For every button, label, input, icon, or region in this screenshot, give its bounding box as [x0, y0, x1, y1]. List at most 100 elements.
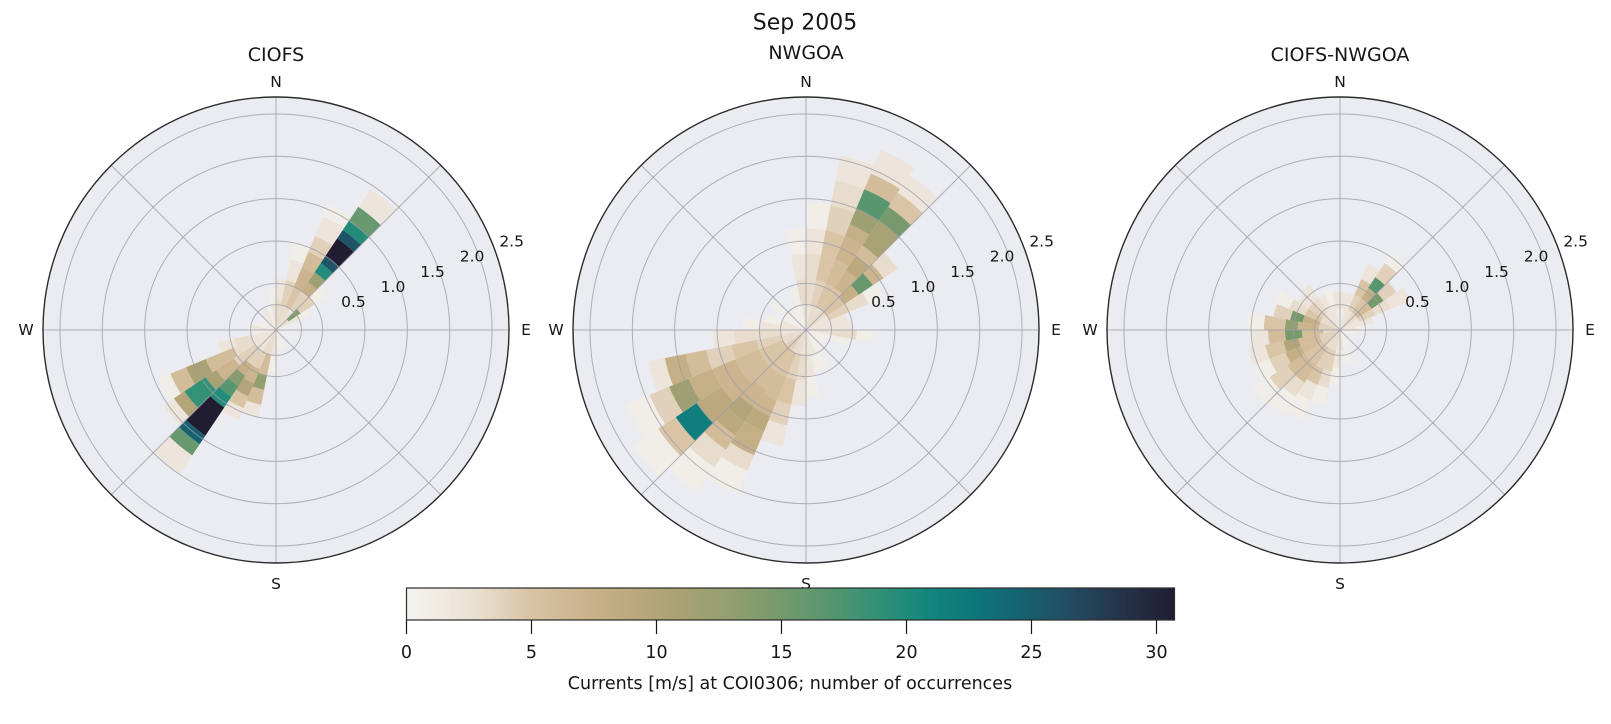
rose-sector-segment [276, 330, 291, 339]
rose-sector-segment [261, 330, 276, 354]
rose-sector-segment [254, 330, 276, 348]
grid-spoke [1174, 164, 1341, 331]
rose-sector-segment [806, 330, 821, 354]
rose-sector-segment [233, 344, 259, 366]
rose-sector-segment [786, 353, 802, 380]
colorbar-gradient [405, 587, 1176, 621]
rose-sector-segment [1323, 288, 1336, 307]
rose-sector-segment [1283, 374, 1305, 397]
colorbar-tick-label: 10 [645, 643, 667, 663]
rose-sector-segment [871, 252, 898, 279]
compass-label-s: S [1335, 575, 1345, 593]
rose-sector-segment [897, 175, 938, 214]
rose-sector-segment [835, 155, 875, 190]
rose-sector-segment [806, 315, 830, 330]
rose-sector-segment [834, 270, 857, 295]
rose-sector-segment [217, 338, 237, 353]
rose-sector-segment [1267, 330, 1286, 345]
compass-label-n: N [800, 73, 812, 91]
rose-sector-segment [806, 202, 831, 231]
rose-sector-segment [1335, 308, 1340, 330]
rose-sector-segment [1361, 263, 1381, 285]
rose-sector-segment [314, 263, 333, 281]
rose-sector-segment [1330, 305, 1340, 330]
rose-sector-segment [358, 189, 396, 226]
rose-sector-segment [780, 330, 806, 335]
rose-sector-segment [806, 308, 824, 330]
rose-sector-segment [712, 359, 743, 387]
rose-sector-segment [685, 349, 713, 378]
rose-sector-segment [1317, 369, 1332, 389]
rose-sector-segment [862, 220, 899, 259]
rose-sector-segment [658, 417, 696, 456]
rose-sector-segment [301, 251, 324, 274]
compass-label-n: N [270, 73, 282, 91]
rose-sector-segment [1328, 330, 1340, 350]
rose-sector-segment [276, 330, 287, 348]
rose-sector-segment [810, 353, 823, 372]
rose-sector-segment [1273, 304, 1294, 321]
rose-sector-segment [1357, 308, 1376, 322]
rose-sector-segment [806, 354, 816, 377]
rose-sector-segment [308, 285, 329, 305]
rose-sector-segment [668, 446, 715, 493]
rose-sector-segment [234, 334, 253, 347]
rose-sector-segment [252, 373, 267, 390]
colorbar-tick-label: 30 [1145, 643, 1167, 663]
rose-sector-segment [1344, 292, 1355, 311]
rose-sector-segment [864, 173, 901, 204]
rose-sector-segment [1377, 282, 1397, 301]
rose-sector-segment [827, 304, 850, 321]
rose-sector-segment [1323, 349, 1336, 372]
rose-sector-segment [825, 259, 849, 288]
rose-sector-segment [186, 395, 225, 436]
rose-sector-segment [308, 236, 333, 260]
rose-sector-segment [216, 358, 241, 381]
rose-sector-segment [1384, 252, 1406, 274]
rose-sector-segment [170, 367, 195, 394]
rose-sector-segment [806, 253, 821, 281]
rose-sector-segment [276, 305, 286, 330]
rose-sector-segment [1351, 298, 1367, 316]
rose-sector-segment [829, 334, 848, 347]
colorbar-tick-label: 25 [1020, 643, 1042, 663]
rose-sector-segment [1344, 349, 1353, 364]
rose-sector-segment [1319, 330, 1340, 339]
radial-tick-label: 1.0 [381, 278, 406, 296]
rose-sector-segment [815, 351, 830, 370]
rose-sector-segment [855, 330, 874, 344]
rose-sector-segment [1318, 325, 1340, 330]
rose-sector-segment [258, 330, 276, 352]
rose-sector-segment [246, 386, 265, 405]
rose-sector-segment [1297, 294, 1314, 309]
rose-sector-segment [1297, 321, 1320, 330]
rose-sector-segment [781, 320, 806, 330]
rose-sector-segment [759, 320, 782, 330]
rose-sector-segment [314, 216, 345, 246]
compass-label-s: S [271, 575, 281, 593]
rose-sector-segment [806, 330, 831, 340]
rose-sector-segment [276, 330, 281, 352]
rose-sector-segment [205, 347, 238, 373]
rose-sector-segment [806, 279, 816, 306]
rose-sector-segment [1316, 347, 1332, 370]
rose-sector-segment [789, 288, 802, 307]
rose-sector-segment [760, 420, 787, 447]
rose-sector-segment [704, 419, 736, 450]
rose-sector-segment [806, 325, 832, 330]
rose-sector-segment [791, 379, 806, 407]
rose-sector-segment [1340, 330, 1349, 351]
rose-sector-segment [1313, 298, 1329, 316]
rose-sector-segment [782, 330, 806, 345]
rose-sector-segment [1359, 317, 1374, 326]
rose-sector-segment [267, 309, 276, 330]
rose-sector-segment [707, 456, 748, 495]
compass-label-w: W [1082, 321, 1097, 339]
rose-sector-segment [742, 358, 771, 384]
rose-sector-segment [262, 308, 276, 330]
rose-sector-segment [348, 206, 381, 238]
rose-sector-segment [806, 330, 824, 352]
rose-sector-segment [716, 407, 745, 436]
rose-sector-segment [733, 330, 757, 345]
